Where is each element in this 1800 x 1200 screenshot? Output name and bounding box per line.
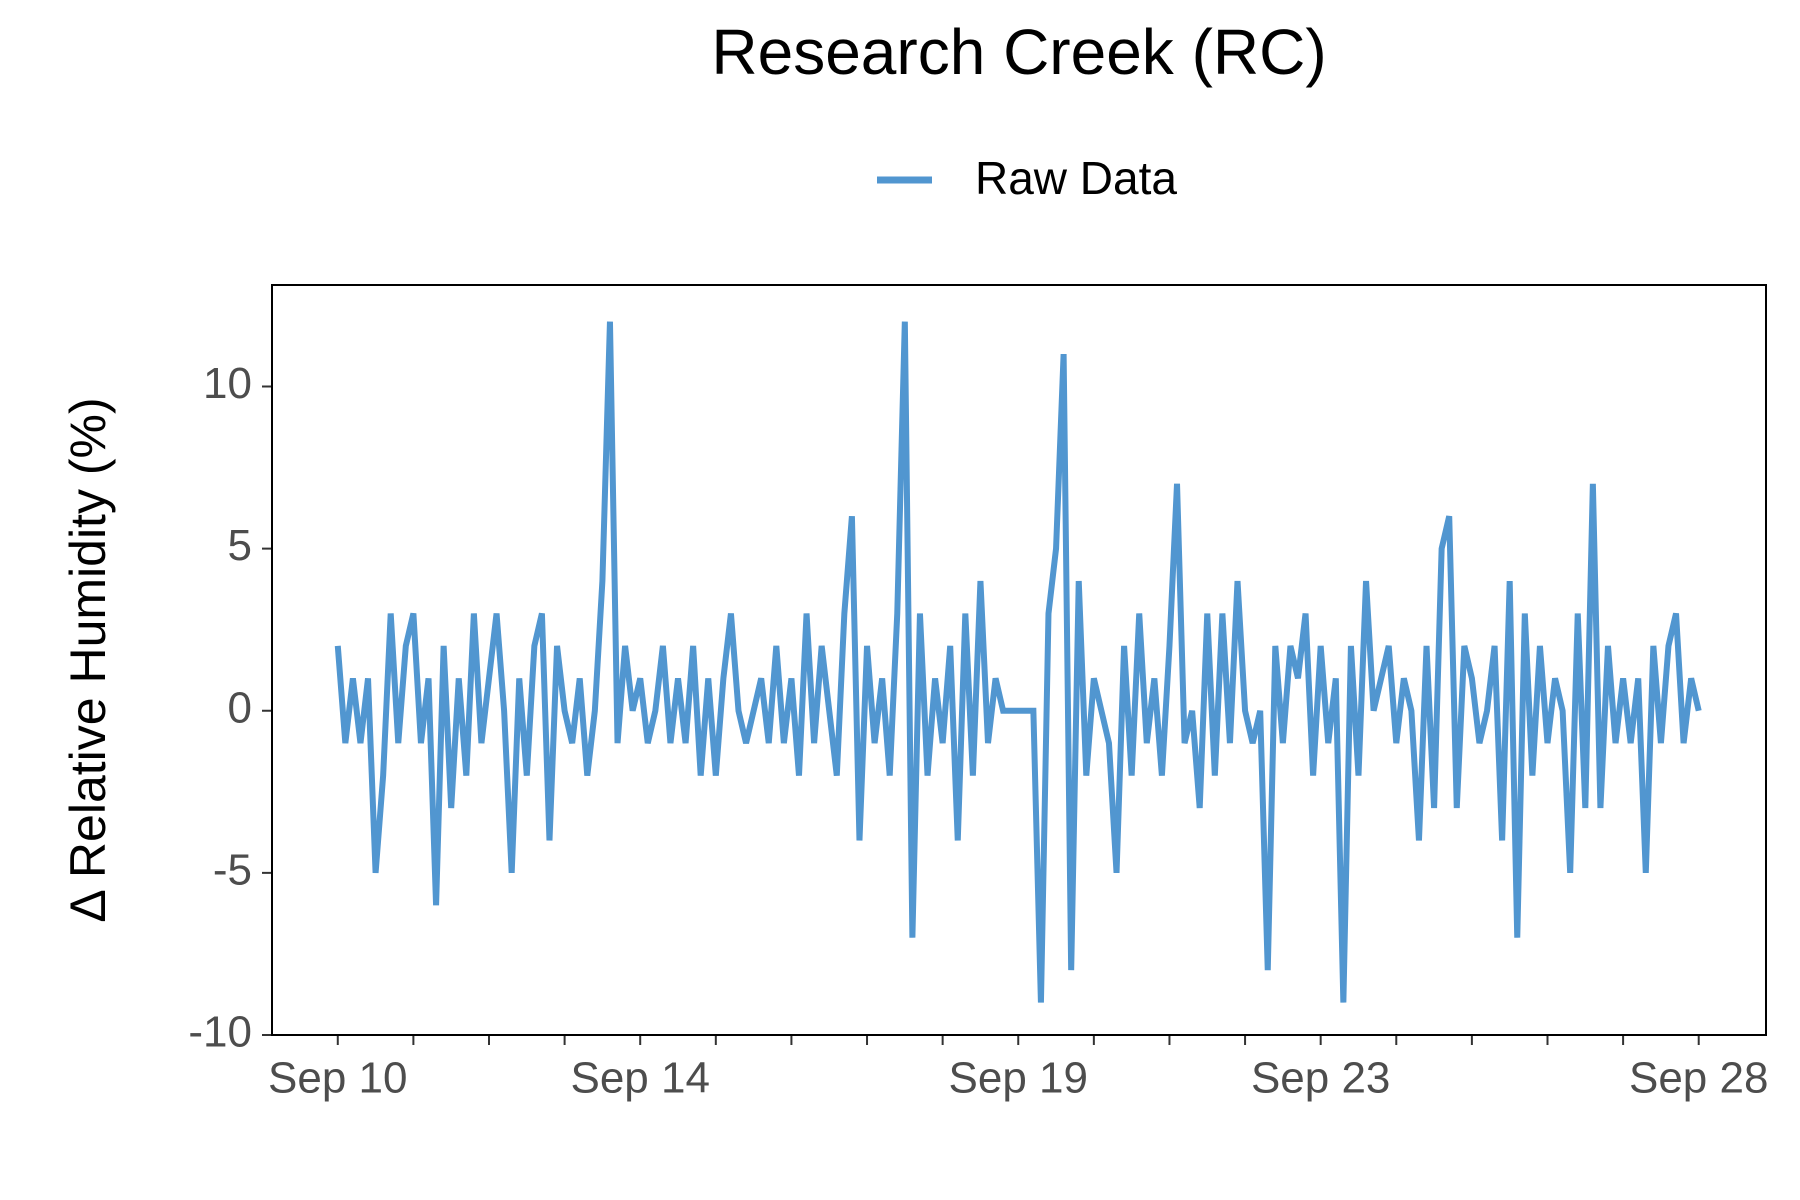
y-axis-label: Δ Relative Humidity (%) (60, 397, 116, 922)
y-tick-label: 0 (228, 683, 252, 732)
x-tick-label: Sep 10 (268, 1054, 407, 1103)
x-tick-label: Sep 23 (1251, 1054, 1390, 1103)
x-tick-label: Sep 28 (1629, 1054, 1768, 1103)
legend-label: Raw Data (975, 152, 1177, 204)
x-tick-label: Sep 19 (949, 1054, 1088, 1103)
plot-frame (271, 284, 1767, 1036)
y-tick-label: -10 (188, 1008, 252, 1057)
data-line (334, 321, 1702, 1003)
y-tick-label: 10 (203, 359, 252, 408)
y-tick-label: 5 (228, 521, 252, 570)
x-tick-label: Sep 14 (570, 1054, 709, 1103)
y-tick-label: -5 (213, 845, 252, 894)
chart-title: Research Creek (RC) (711, 16, 1326, 88)
